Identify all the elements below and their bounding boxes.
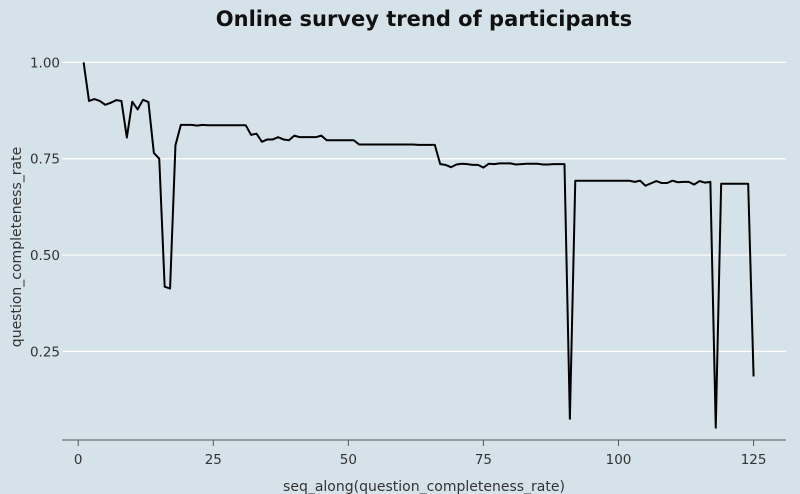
chart-title: Online survey trend of participants (216, 7, 632, 31)
y-tick-label: 0.25 (30, 344, 60, 360)
x-tick-label: 0 (74, 452, 83, 468)
y-axis-ticks: 0.25 0.50 0.75 1.00 (30, 55, 60, 360)
y-tick-label: 0.50 (30, 248, 60, 264)
x-tick-label: 25 (205, 452, 222, 468)
y-axis-label: question_completeness_rate (9, 147, 25, 347)
y-tick-label: 0.75 (30, 152, 60, 168)
x-axis-label: seq_along(question_completeness_rate) (283, 479, 565, 494)
x-tick-label: 125 (741, 452, 767, 468)
series-line (82, 62, 755, 429)
gridlines (62, 61, 786, 352)
y-tick-label: 1.00 (30, 55, 60, 71)
x-tick-label: 50 (340, 452, 357, 468)
x-tick-label: 75 (475, 452, 492, 468)
x-axis-ticks: 0 25 50 75 100 125 (74, 440, 767, 468)
x-tick-label: 100 (606, 452, 632, 468)
